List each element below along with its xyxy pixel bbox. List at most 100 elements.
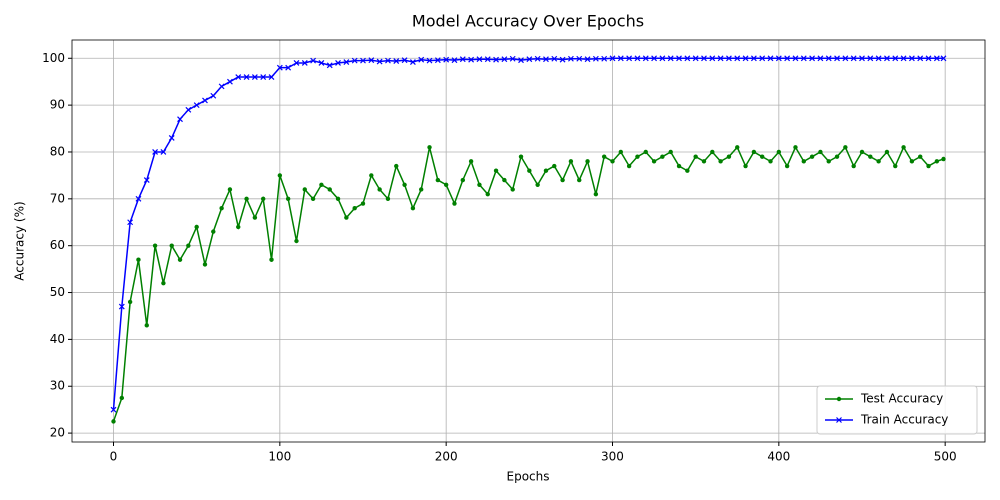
plot-frame [71,39,986,443]
marker [276,64,283,71]
marker [218,83,225,90]
marker [593,191,599,197]
marker [484,56,491,63]
marker [718,159,723,164]
marker [535,182,540,187]
y-tick-label: 20 [50,426,65,440]
marker [941,156,946,162]
marker [793,145,798,150]
marker [585,159,590,164]
marker [501,56,508,63]
marker [152,149,159,155]
marker [202,262,208,267]
marker [868,154,873,159]
marker [933,55,940,62]
x-axis-label: Epochs [507,470,550,484]
marker [850,55,857,62]
marker [243,74,250,80]
marker [319,182,324,187]
marker [834,55,840,62]
marker [818,149,823,155]
marker [152,243,158,248]
marker [626,163,632,169]
marker [110,406,117,413]
marker [876,159,881,164]
marker [418,56,425,63]
marker [160,149,167,155]
chart-title: Model Accuracy Over Epochs [412,12,644,31]
marker [601,154,607,159]
marker [193,102,200,109]
marker [493,168,499,173]
marker [934,159,940,164]
marker [127,219,134,226]
marker [884,149,890,155]
series-line [112,145,944,422]
marker [493,56,499,63]
marker [251,74,258,80]
marker [626,55,633,62]
marker [510,187,515,192]
marker [468,159,474,164]
marker [940,55,947,62]
marker [402,182,407,187]
marker [326,62,333,69]
marker [534,55,541,62]
marker [485,191,490,197]
marker [352,206,357,211]
marker [859,55,865,62]
marker [717,55,724,62]
marker [784,55,791,62]
marker [617,55,624,62]
marker [710,149,715,155]
marker [260,74,267,80]
marker [726,154,732,159]
marker [601,55,608,62]
legend-label: Test Accuracy [860,392,943,406]
marker [859,149,865,155]
marker [344,215,349,220]
marker [161,280,166,286]
marker [185,106,192,113]
legend-box [816,385,978,435]
marker [843,145,848,150]
marker [277,173,283,178]
marker [377,187,382,192]
marker [509,55,516,62]
marker [676,163,682,169]
marker [917,55,924,62]
marker [111,419,116,424]
marker [518,57,524,64]
marker [651,55,658,62]
marker [385,57,391,64]
marker [851,163,856,169]
marker [667,55,674,62]
marker [618,149,624,155]
marker [135,195,142,202]
marker [801,159,806,164]
marker [726,55,732,62]
legend-label: Train Accuracy [860,413,948,427]
marker [826,159,831,164]
marker [360,201,366,206]
marker [477,182,482,187]
x-tick-label: 0 [110,450,118,464]
marker [459,56,466,63]
marker [817,55,824,62]
marker [834,154,840,159]
marker [136,257,141,262]
marker [335,60,341,66]
marker [610,159,615,164]
marker [659,55,666,62]
marker [360,57,366,64]
marker [701,159,707,164]
marker [227,78,233,85]
marker [775,55,782,62]
marker [784,163,790,169]
x-tick-label: 100 [268,450,291,464]
marker [476,56,483,63]
marker [177,257,183,262]
marker [693,154,698,159]
marker [692,55,699,62]
